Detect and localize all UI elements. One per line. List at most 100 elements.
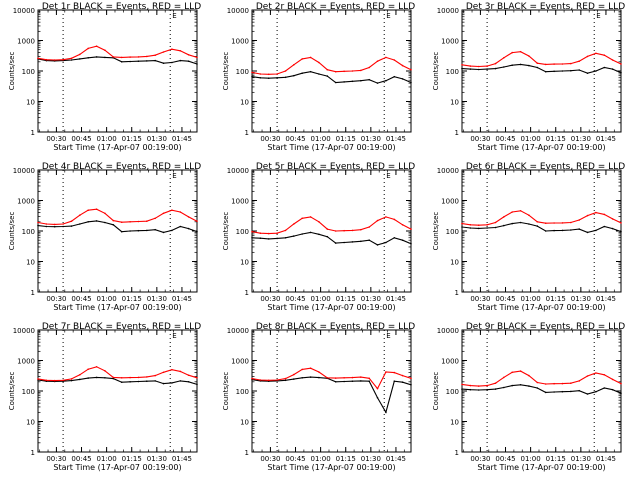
data-point-events [393,75,396,78]
x-tick-label: 01:45 [172,295,192,303]
x-tick-label: 00:45 [71,455,91,463]
data-point-lld [293,64,295,66]
data-point-events [578,228,580,230]
data-point-events [120,381,123,384]
data-point-lld [112,376,115,379]
chart-panel-3: Det 3r BLACK = Events, RED = LLD 1 10 100 10… [432,2,625,152]
y-tick-label: 1 [245,449,249,457]
data-point-events [519,221,522,224]
x-axis-label: Start Time (17-Apr-07 00:19:00) [267,463,395,472]
chart-panel-7: Det 7r BLACK = Events, RED = LLD 1 10 100 10… [8,322,201,472]
data-point-lld [137,56,140,58]
data-point-lld [519,370,522,372]
x-tick-label: 01:30 [361,455,381,463]
data-point-lld [284,229,287,232]
data-point-events [187,60,190,62]
data-point-lld [259,379,262,381]
data-point-lld [79,374,81,376]
data-point-events [120,61,123,63]
data-point-events [162,62,165,64]
data-point-events [620,392,622,395]
series-line-events [37,220,198,233]
data-point-lld [104,49,106,51]
data-point-lld [334,70,337,73]
data-point-events [276,237,278,240]
x-tick-label: 00:30 [260,135,280,143]
data-point-lld [360,376,362,378]
y-tick-label: 100 [22,68,35,76]
data-point-lld [326,377,329,379]
data-point-lld [95,208,98,210]
data-point-events [544,70,547,73]
data-point-events [486,388,488,391]
data-point-lld [620,382,622,385]
data-point-events [511,64,513,66]
data-point-lld [129,56,131,58]
data-point-lld [293,223,295,225]
data-point-events [570,390,572,393]
data-point-lld [62,379,64,382]
data-point-lld [570,221,572,224]
data-point-lld [620,63,622,65]
data-point-lld [187,54,190,56]
data-point-events [70,379,73,382]
chart-panel-6: Det 6r BLACK = Events, RED = LLD 1 10 100 10… [432,162,625,312]
data-point-events [578,69,580,71]
y-tick-label: 10000 [227,167,249,175]
data-point-events [586,72,589,74]
data-point-lld [137,376,140,379]
y-tick-label: 1000 [17,38,35,46]
data-point-events [368,78,371,81]
data-point-lld [87,209,89,211]
data-point-lld [519,210,522,212]
data-point-events [553,229,555,232]
data-point-lld [343,377,345,379]
data-point-lld [528,55,530,57]
data-point-events [120,230,123,233]
chart-title: Det 3r BLACK = Events, RED = LLD [466,2,625,12]
data-point-lld [276,379,278,381]
data-point-events [112,224,115,226]
x-tick-label: 01:00 [97,295,117,303]
y-tick-label: 1 [245,129,249,137]
x-tick-label: 01:15 [336,135,356,143]
data-point-lld [104,212,106,215]
data-point-events [544,230,547,232]
data-point-events [486,68,488,70]
y-tick-label: 1 [245,289,249,297]
data-point-events [343,81,345,83]
data-point-events [293,74,295,77]
data-point-events [393,237,396,239]
chart-title: Det 4r BLACK = Events, RED = LLD [42,162,201,172]
data-point-lld [87,368,89,371]
series-line-events [461,221,622,233]
y-axis-label: Counts/sec [8,52,16,91]
data-point-lld [376,387,379,390]
data-point-events [528,223,530,225]
data-point-events [79,223,81,225]
data-point-events [553,391,555,393]
data-point-events [393,380,396,383]
data-point-events [461,388,463,390]
data-point-lld [544,63,547,66]
data-point-events [486,227,488,229]
data-point-lld [401,374,404,377]
data-point-events [301,377,304,379]
data-point-events [494,388,497,390]
x-tick-label: 01:15 [336,295,356,303]
x-tick-label: 01:00 [521,455,541,463]
data-point-events [137,229,140,232]
data-point-lld [95,366,98,368]
x-tick-label: 01:45 [172,135,192,143]
data-point-lld [179,211,182,213]
data-point-events [53,225,56,228]
data-point-events [553,70,555,73]
e-marker: E [172,172,176,180]
data-point-lld [477,385,480,387]
series-line-events [251,231,412,246]
data-point-events [611,227,614,230]
data-point-events [251,237,253,239]
x-tick-label: 00:30 [260,455,280,463]
data-point-events [154,59,156,62]
x-tick-label: 01:15 [122,455,142,463]
